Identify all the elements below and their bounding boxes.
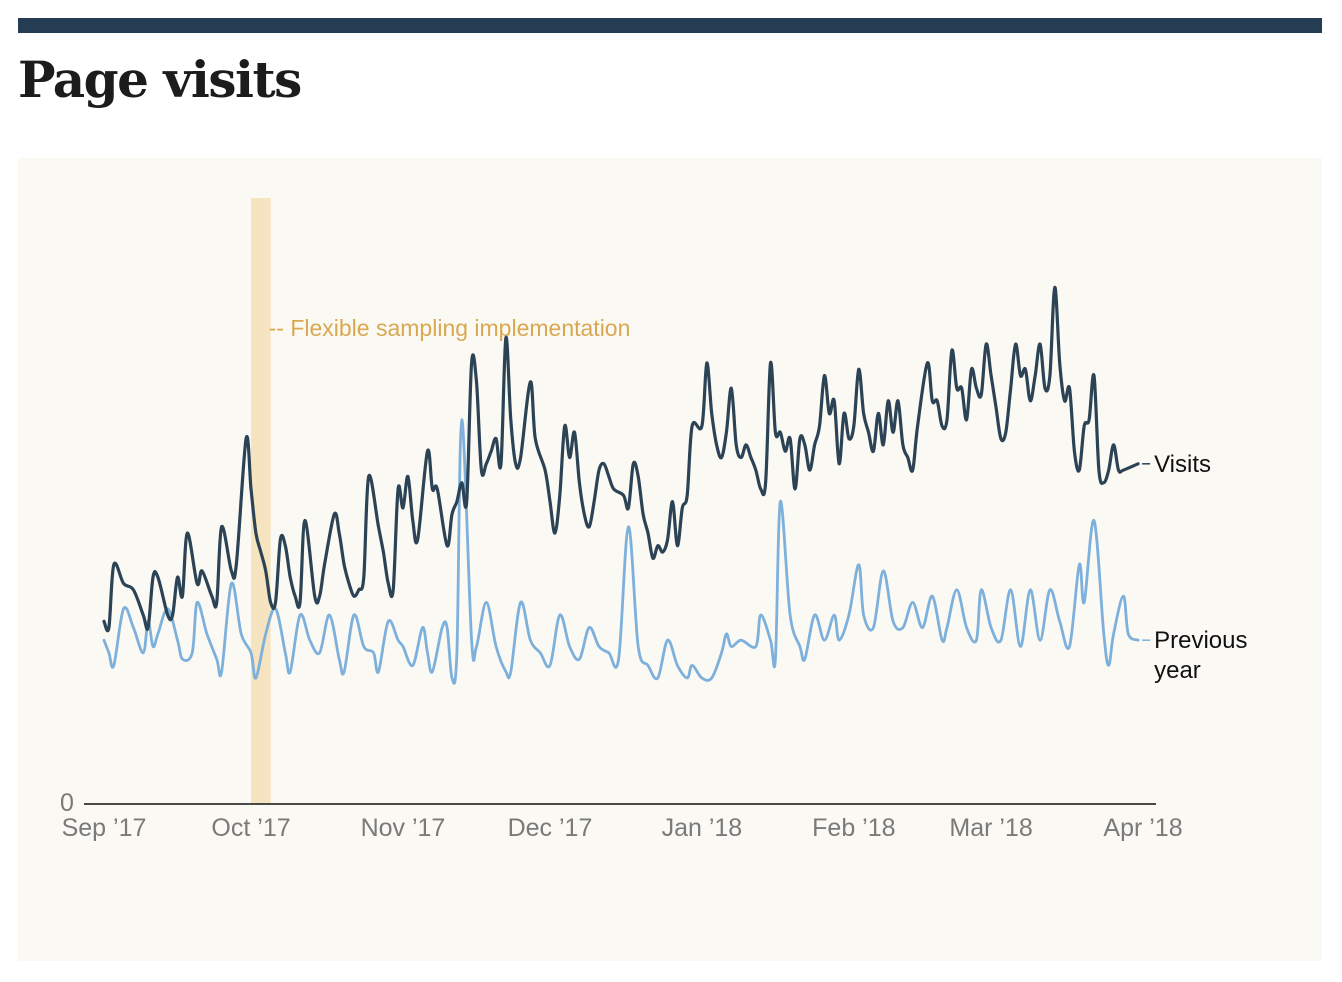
series-label: Visits [1154,451,1211,478]
top-rule [18,18,1322,33]
line-chart: -- Flexible sampling implementation Sep … [60,198,1247,842]
series-line-previous-year [102,418,1140,685]
page-title: Page visits [18,50,302,109]
highlight-band [251,198,271,804]
x-tick-label: Feb ’18 [812,814,895,842]
x-tick-label: Nov ’17 [361,814,446,842]
x-tick-label: Mar ’18 [949,814,1032,842]
series-label: Previous year [1154,627,1247,684]
x-tick-label: Apr ’18 [1103,814,1182,842]
y-tick-label: 0 [60,789,74,817]
chart-panel: -- Flexible sampling implementation Sep … [18,158,1322,961]
x-axis: Sep ’17 Oct ’17 Nov ’17 Dec ’17 Jan ’18 Feb ’… [62,803,1183,842]
x-tick-label: Dec ’17 [508,814,593,842]
series-labels: Visits Previous year [1142,451,1247,684]
x-tick-label: Oct ’17 [211,814,290,842]
y-axis: 0 [60,789,74,817]
x-tick-label: Sep ’17 [62,814,147,842]
highlight-annotation: -- Flexible sampling implementation [269,315,631,341]
series-line-visits [102,285,1140,633]
x-tick-label: Jan ’18 [662,814,743,842]
